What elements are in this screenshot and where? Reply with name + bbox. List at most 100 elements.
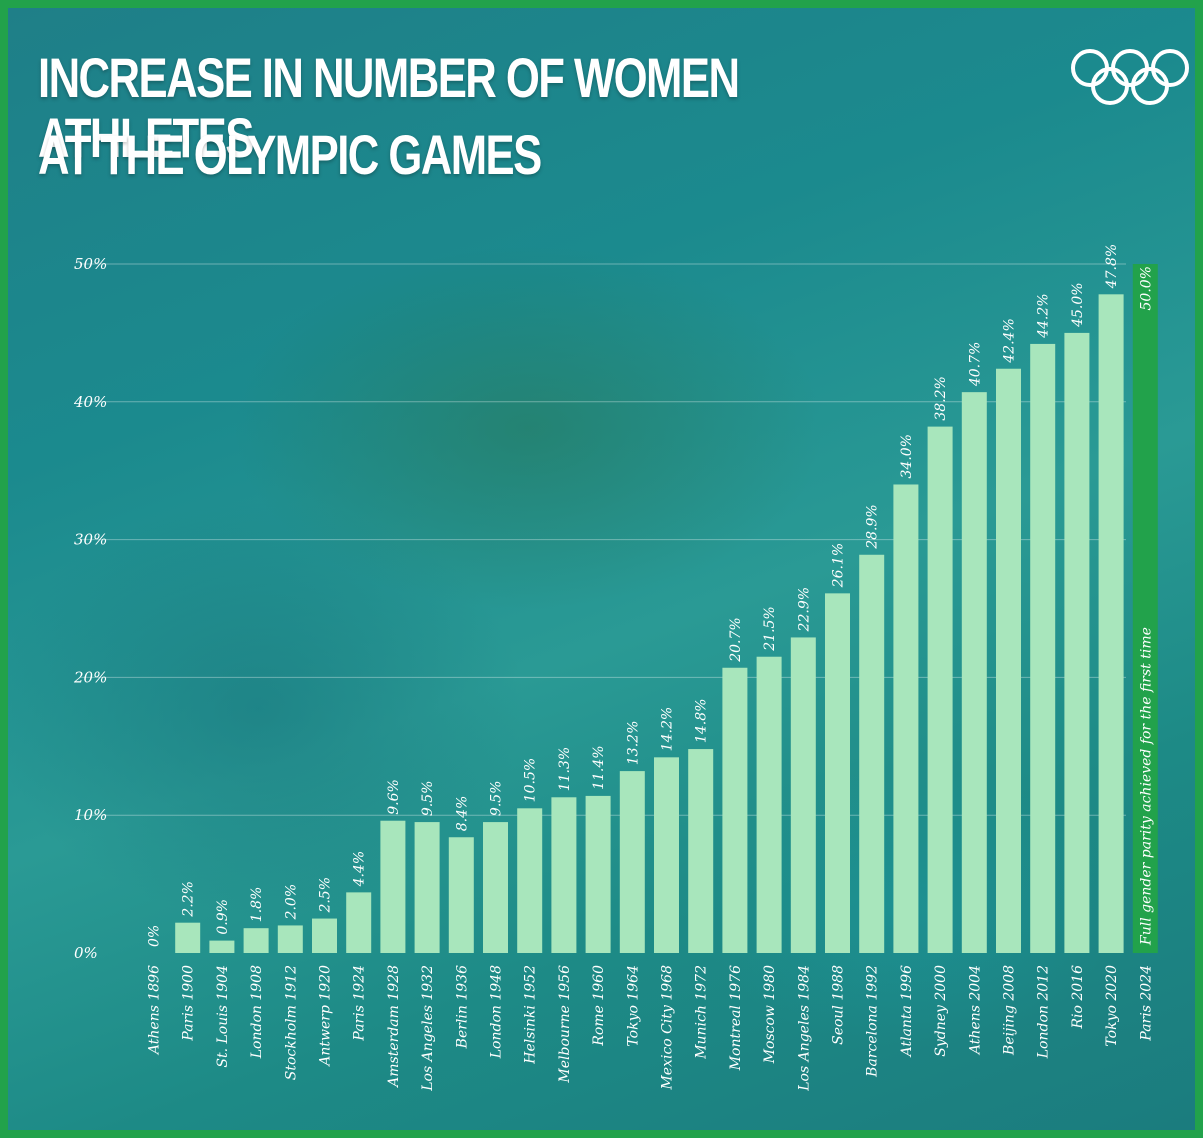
annotation: Full gender parity achieved for the firs… bbox=[1138, 627, 1154, 946]
value-label: 9.5% bbox=[420, 781, 436, 817]
value-label: 20.7% bbox=[728, 617, 744, 662]
category-label: Antwerp 1920 bbox=[318, 965, 334, 1068]
bar bbox=[1064, 332, 1090, 953]
category-label: London 1948 bbox=[489, 965, 505, 1059]
olympic-rings-icon bbox=[1071, 49, 1189, 105]
category-labels: Athens 1896 Paris 1900 St. Louis 1904 Londo… bbox=[147, 965, 1155, 1092]
y-tick-label: 30% bbox=[74, 531, 107, 549]
value-label: 22.9% bbox=[796, 587, 812, 632]
value-label: 40.7% bbox=[967, 342, 983, 387]
value-label: 10.5% bbox=[523, 758, 539, 802]
category-label: Barcelona 1992 bbox=[865, 965, 881, 1078]
bar bbox=[722, 667, 748, 953]
category-label: Mexico City 1968 bbox=[660, 965, 676, 1091]
category-label: Paris 1924 bbox=[352, 965, 368, 1042]
category-label: Athens 1896 bbox=[147, 965, 163, 1056]
bar bbox=[1098, 294, 1124, 953]
category-label: Rome 1960 bbox=[591, 965, 607, 1047]
value-label: 42.4% bbox=[1002, 318, 1018, 363]
value-label: 11.3% bbox=[557, 747, 573, 791]
bar bbox=[1030, 343, 1056, 953]
value-label: 9.6% bbox=[386, 779, 402, 815]
chart-title-line-2: AT THE OLYMPIC GAMES bbox=[38, 123, 542, 186]
category-label: Athens 2004 bbox=[967, 965, 983, 1056]
category-label: Amsterdam 1928 bbox=[386, 965, 402, 1089]
bar bbox=[517, 808, 543, 953]
value-label: 26.1% bbox=[831, 543, 847, 588]
value-label: 50.0% bbox=[1138, 266, 1154, 310]
category-label: Beijing 2008 bbox=[1002, 965, 1018, 1056]
category-label: London 1908 bbox=[249, 965, 265, 1059]
bar bbox=[859, 554, 885, 953]
chart-title-line-1: INCREASE IN NUMBER OF WOMEN ATHLETES bbox=[38, 46, 740, 169]
bar bbox=[825, 593, 850, 953]
category-label: Atlanta 1996 bbox=[899, 965, 915, 1058]
bar bbox=[961, 392, 987, 953]
value-label: 38.2% bbox=[933, 376, 949, 420]
bars bbox=[175, 264, 1158, 953]
category-label: Los Angeles 1984 bbox=[796, 965, 812, 1092]
category-label: Paris 2024 bbox=[1138, 965, 1154, 1042]
bar bbox=[654, 757, 679, 953]
y-tick-label: 0% bbox=[74, 944, 98, 962]
bar bbox=[312, 918, 337, 953]
category-label: Berlin 1936 bbox=[454, 965, 470, 1049]
bar bbox=[209, 940, 235, 953]
bar bbox=[927, 426, 953, 953]
value-label: 11.4% bbox=[591, 745, 607, 789]
bar bbox=[688, 749, 714, 953]
value-label: 45.0% bbox=[1070, 282, 1086, 327]
value-label: 28.9% bbox=[865, 504, 881, 549]
y-tick-label: 10% bbox=[74, 806, 107, 824]
category-label: Munich 1972 bbox=[694, 965, 710, 1060]
bar-chart: 0% 10% 20% 30% 40% 50% 0% 2.2% 0.9% 1.8% 2.0% 2.5%… bbox=[73, 244, 1158, 1092]
bar bbox=[996, 368, 1021, 953]
y-tick-label: 20% bbox=[73, 668, 107, 686]
bar bbox=[414, 822, 440, 953]
category-label: Tokyo 1964 bbox=[625, 965, 641, 1047]
category-label: Helsinki 1952 bbox=[523, 965, 539, 1065]
value-label: 13.2% bbox=[625, 721, 641, 765]
value-label: 0.9% bbox=[215, 899, 231, 935]
bar bbox=[585, 795, 611, 953]
value-label: 9.5% bbox=[489, 781, 505, 817]
value-label: 4.4% bbox=[352, 851, 368, 888]
bar bbox=[1132, 264, 1158, 953]
bar bbox=[483, 822, 508, 953]
bar bbox=[448, 837, 474, 953]
category-label: Los Angeles 1932 bbox=[420, 965, 436, 1092]
value-label: 14.8% bbox=[694, 699, 710, 743]
category-label: St. Louis 1904 bbox=[215, 965, 231, 1068]
parity-annotation: Full gender parity achieved for the firs… bbox=[1138, 627, 1154, 946]
category-label: Rio 2016 bbox=[1070, 965, 1086, 1030]
value-label: 47.8% bbox=[1104, 244, 1120, 289]
bar bbox=[243, 928, 269, 953]
value-label: 21.5% bbox=[762, 606, 778, 651]
bar bbox=[380, 820, 406, 953]
value-label: 2.2% bbox=[181, 881, 197, 918]
category-label: Seoul 1988 bbox=[831, 965, 847, 1045]
category-label: Moscow 1980 bbox=[762, 965, 778, 1064]
value-label: 2.5% bbox=[318, 877, 334, 914]
value-label: 14.2% bbox=[660, 707, 676, 751]
bar bbox=[790, 637, 816, 953]
bar bbox=[756, 656, 782, 953]
bar bbox=[551, 797, 577, 953]
category-label: Stockholm 1912 bbox=[283, 965, 299, 1080]
bar bbox=[893, 484, 919, 953]
bar bbox=[277, 925, 303, 953]
y-axis-tick-labels: 0% 10% 20% 30% 40% 50% bbox=[73, 255, 107, 962]
category-label: Paris 1900 bbox=[181, 965, 197, 1042]
value-label: 2.0% bbox=[283, 884, 299, 921]
category-label: Sydney 2000 bbox=[933, 965, 949, 1057]
bar bbox=[346, 892, 372, 953]
value-label: 1.8% bbox=[249, 887, 265, 923]
bar bbox=[619, 771, 645, 953]
category-label: Montreal 1976 bbox=[728, 965, 744, 1071]
category-label: London 2012 bbox=[1036, 965, 1052, 1059]
y-tick-label: 50% bbox=[74, 255, 107, 273]
y-tick-label: 40% bbox=[73, 393, 107, 411]
value-labels: 0% 2.2% 0.9% 1.8% 2.0% 2.5% 4.4% 9.6% 9.5% 8.4% 9.… bbox=[147, 244, 1155, 947]
value-label: 44.2% bbox=[1036, 293, 1052, 338]
